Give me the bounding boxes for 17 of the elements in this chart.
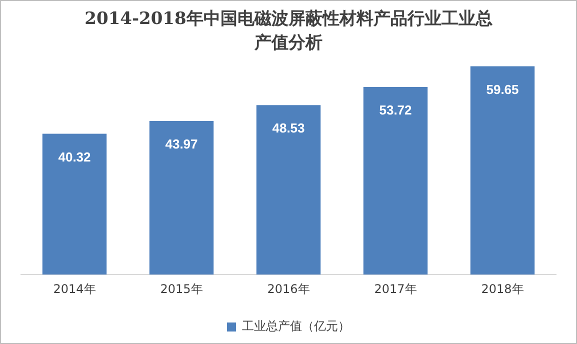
data-label: 40.32: [58, 149, 91, 164]
bar: [470, 66, 535, 275]
x-tick-label: 2017年: [374, 282, 417, 296]
data-label: 43.97: [165, 136, 198, 152]
x-tick-label: 2014年: [53, 282, 96, 296]
legend-label: 工业总产值（亿元）: [242, 319, 350, 334]
data-label: 53.72: [379, 102, 412, 118]
bar: [363, 86, 428, 275]
x-tick-label: 2016年: [267, 282, 310, 296]
x-tick-label: 2015年: [160, 282, 203, 296]
data-label: 59.65: [486, 82, 519, 97]
x-tick-label: 2018年: [481, 282, 524, 296]
bar: [149, 121, 214, 275]
bar: [256, 105, 321, 275]
bar: [42, 134, 107, 275]
chart-title: 2014-2018年中国电磁波屏蔽性材料产品行业工业总产值分析: [84, 8, 494, 55]
data-label: 48.53: [272, 120, 305, 136]
